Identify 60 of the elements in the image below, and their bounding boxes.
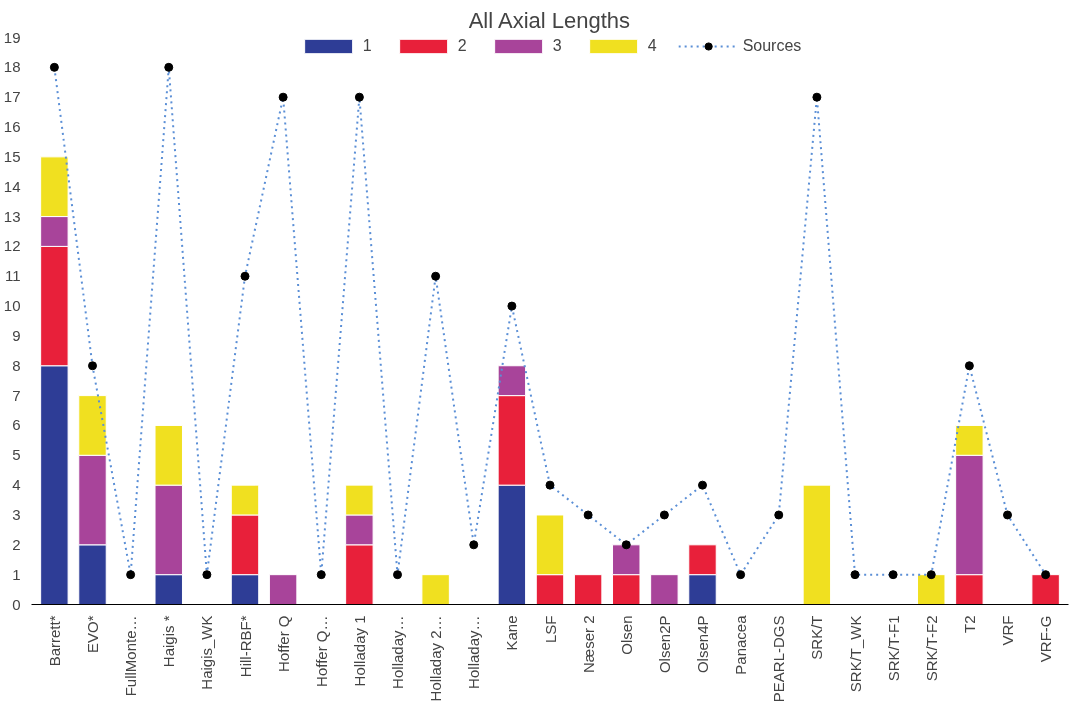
y-tick-label: 11	[4, 267, 21, 285]
x-tick-label: VRF	[999, 615, 1016, 646]
x-tick-label: Holladay 1	[350, 615, 368, 687]
x-tick-label: Panacea	[732, 614, 750, 675]
x-tick-label: Haigis *	[160, 615, 178, 668]
y-tick-label: 1	[12, 565, 21, 583]
legend-label: 4	[647, 37, 658, 55]
x-tick-label: VRF-G	[1037, 615, 1055, 663]
y-tick-label: 4	[12, 476, 21, 494]
y-tick-label: 6	[12, 416, 21, 434]
y-tick-label: 0	[12, 595, 21, 613]
y-tick-label: 19	[3, 28, 21, 46]
y-tick-label: 10	[3, 297, 21, 315]
x-tick-label: FullMonte…	[122, 615, 140, 697]
y-tick-label: 7	[12, 386, 21, 404]
y-tick-label: 18	[3, 58, 21, 76]
legend-label: Sources	[742, 37, 802, 55]
y-tick-label: 2	[12, 535, 21, 553]
bar	[650, 574, 679, 605]
x-tick-label: Hill-RBF*	[236, 615, 254, 678]
y-tick-label: 15	[3, 147, 21, 165]
legend-label: 1	[362, 37, 373, 55]
x-tick-label: Olsen	[617, 615, 635, 655]
legend-label: 2	[457, 37, 468, 55]
bar	[917, 574, 946, 605]
y-tick-label: 9	[12, 326, 21, 344]
x-tick-label: Hoffer Q…	[312, 615, 330, 687]
x-tick-label: Olsen2P	[655, 615, 673, 674]
bar	[421, 574, 450, 605]
bar	[268, 574, 298, 605]
x-tick-label: Næser 2	[579, 615, 597, 674]
x-tick-label: SRK/T_WK	[846, 615, 864, 693]
x-tick-label: Hoffer Q	[274, 615, 292, 672]
y-tick-label: 5	[12, 446, 21, 464]
x-tick-label: Holladay 2…	[427, 615, 445, 702]
x-tick-label: SRK/T-F1	[884, 615, 902, 682]
bar	[802, 484, 832, 605]
x-tick-label: Olsen4P	[694, 615, 711, 674]
x-tick-label: PEARL-DGS	[770, 615, 788, 703]
y-tick-label: 14	[3, 177, 21, 195]
y-tick-label: 8	[12, 356, 21, 374]
chart-title: All Axial Lengths	[468, 7, 631, 33]
y-tick-label: 13	[3, 207, 21, 225]
y-tick-label: 12	[3, 237, 21, 255]
x-tick-label: EVO*	[84, 615, 101, 654]
x-tick-label: T2	[960, 615, 978, 633]
x-tick-label: Holladay…	[465, 615, 483, 689]
x-tick-label: SRK/T-F2	[922, 615, 940, 682]
legend-label: 3	[552, 37, 563, 55]
x-tick-label: Haigis_WK	[198, 615, 216, 690]
y-tick-label: 17	[3, 88, 21, 106]
y-tick-label: 16	[3, 118, 21, 136]
y-tick-label: 3	[12, 505, 21, 523]
x-tick-label: Barrett*	[45, 615, 63, 667]
x-tick-label: Holladay…	[389, 615, 406, 689]
bar	[573, 574, 603, 605]
x-tick-label: LSF	[541, 615, 559, 644]
x-tick-label: Kane	[503, 615, 521, 651]
x-tick-label: SRK/T	[808, 615, 826, 660]
bar	[1031, 574, 1060, 605]
